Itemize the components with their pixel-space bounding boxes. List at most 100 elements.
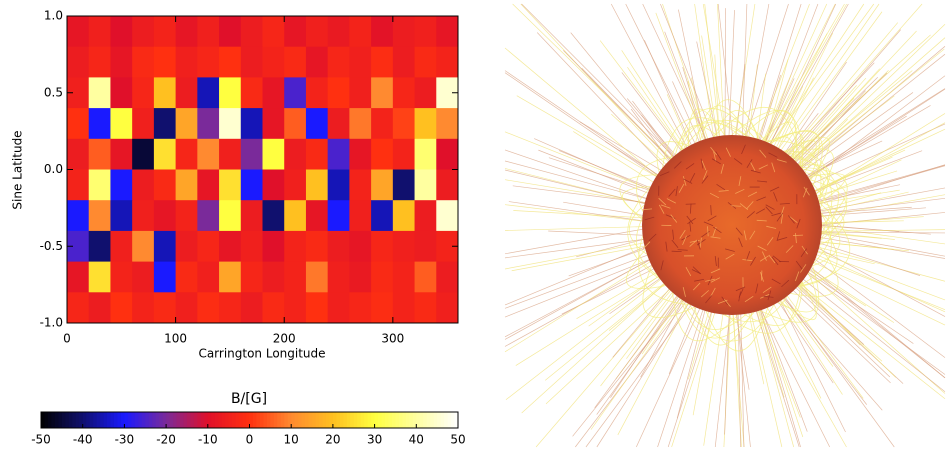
heatmap-cell xyxy=(306,231,328,262)
heatmap-cell xyxy=(415,231,437,262)
heatmap-cell xyxy=(241,170,263,201)
heatmap-cell xyxy=(154,231,176,262)
colorbar-segment xyxy=(364,412,368,428)
surface-line xyxy=(761,271,762,281)
field-line xyxy=(808,268,945,378)
heatmap-cell xyxy=(154,139,176,170)
field-line xyxy=(704,300,725,446)
heatmap-cell xyxy=(89,108,111,139)
heatmap-cell xyxy=(89,200,111,231)
field-line xyxy=(705,4,722,153)
colorbar-segment xyxy=(152,412,156,428)
heatmap-cell xyxy=(349,108,371,139)
colorbar-segment xyxy=(395,412,399,428)
heatmap-cell xyxy=(176,16,198,47)
heatmap-cell xyxy=(197,139,219,170)
heatmap-cell xyxy=(197,47,219,78)
heatmap-cell xyxy=(132,292,154,323)
heatmap-cell xyxy=(284,77,306,108)
heatmap-cell xyxy=(328,16,350,47)
colorbar-segment xyxy=(173,412,177,428)
heatmap-cell xyxy=(263,231,285,262)
heatmap-cell xyxy=(219,231,241,262)
heatmap-cell xyxy=(263,16,285,47)
heatmap-cell xyxy=(219,200,241,231)
heatmap-cell xyxy=(176,47,198,78)
colorbar-segment xyxy=(361,412,365,428)
field-line xyxy=(577,273,657,319)
heatmap-cell xyxy=(263,77,285,108)
colorbar-segment xyxy=(215,412,219,428)
colorbar-segment xyxy=(90,412,94,428)
colorbar-segment xyxy=(86,412,90,428)
colorbar-segment xyxy=(385,412,389,428)
colorbar-segment xyxy=(44,412,48,428)
field-line xyxy=(613,286,672,357)
heatmap-cell xyxy=(197,200,219,231)
colorbar-segment xyxy=(277,412,281,428)
heatmap-cell xyxy=(415,170,437,201)
heatmap-cell xyxy=(371,170,393,201)
heatmap-cell xyxy=(132,170,154,201)
colorbar-segment xyxy=(336,412,340,428)
field-line xyxy=(537,33,665,167)
colorbar-tick-label: 10 xyxy=(284,433,299,447)
heatmap-cell xyxy=(284,231,306,262)
heatmap-cell xyxy=(393,139,415,170)
colorbar-segment xyxy=(420,412,424,428)
field-line xyxy=(805,262,945,378)
heatmap-cell xyxy=(219,108,241,139)
colorbar-segment xyxy=(232,412,236,428)
colorbar-segment xyxy=(298,412,302,428)
field-line xyxy=(776,292,842,394)
heatmap-cell xyxy=(328,139,350,170)
colorbar-segment xyxy=(170,412,174,428)
colorbar-segment xyxy=(260,412,264,428)
colorbar-segment xyxy=(305,412,309,428)
heatmap-cell xyxy=(393,262,415,293)
colorbar-segment xyxy=(263,412,267,428)
heatmap-cell xyxy=(371,200,393,231)
heatmap-cell xyxy=(89,77,111,108)
field-line xyxy=(750,291,799,447)
field-line xyxy=(812,113,945,196)
heatmap-cell xyxy=(306,16,328,47)
heatmap-cell xyxy=(371,108,393,139)
heatmap-cell xyxy=(110,200,132,231)
colorbar-segment xyxy=(159,412,163,428)
colorbar-segment xyxy=(423,412,427,428)
heatmap-cell xyxy=(306,108,328,139)
field-line xyxy=(611,4,693,159)
colorbar-segment xyxy=(183,412,187,428)
heatmap-cell xyxy=(132,108,154,139)
heatmap-cell xyxy=(349,16,371,47)
colorbar-segment xyxy=(128,412,132,428)
heatmap-cell xyxy=(263,292,285,323)
heatmap-cell xyxy=(219,16,241,47)
colorbar-segment xyxy=(114,412,118,428)
colorbar-segment xyxy=(427,412,431,428)
heatmap-cell xyxy=(284,16,306,47)
colorbar-tick-label: -10 xyxy=(198,433,218,447)
heatmap-cell xyxy=(110,47,132,78)
heatmap-cell xyxy=(67,47,89,78)
heatmap-cell xyxy=(284,262,306,293)
heatmap-cell xyxy=(328,292,350,323)
colorbar-segment xyxy=(333,412,337,428)
colorbar-segment xyxy=(409,412,413,428)
colorbar-segment xyxy=(72,412,76,428)
heatmap-cell xyxy=(110,108,132,139)
heatmap-cell xyxy=(349,262,371,293)
heatmap-cell xyxy=(89,47,111,78)
heatmap-cell xyxy=(371,262,393,293)
colorbar-segment xyxy=(197,412,201,428)
colorbar-segment xyxy=(281,412,285,428)
heatmap-cell xyxy=(197,77,219,108)
colorbar-segment xyxy=(354,412,358,428)
heatmap-cell xyxy=(263,139,285,170)
field-line xyxy=(725,301,730,434)
heatmap-cell xyxy=(306,262,328,293)
field-line xyxy=(812,257,945,357)
heatmap-cell xyxy=(197,170,219,201)
colorbar-segment xyxy=(166,412,170,428)
